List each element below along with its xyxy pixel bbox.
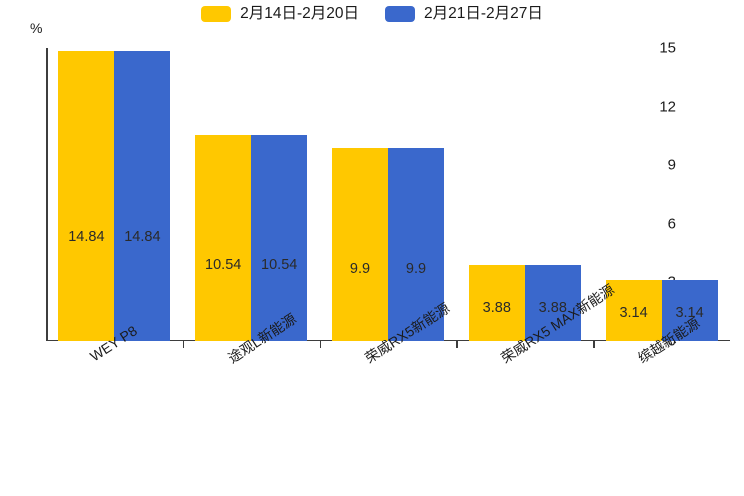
chart-legend: 2月14日-2月20日 2月21日-2月27日 [0, 6, 744, 22]
bar-value-label: 3.88 [538, 300, 567, 316]
bar-group: 3.88 3.88 [456, 265, 593, 341]
y-tick-label: 9 [667, 156, 676, 174]
y-tick-label: 12 [659, 98, 676, 116]
y-axis-line [46, 48, 48, 341]
bar-series-1[interactable]: 10.54 [195, 135, 252, 341]
bar-series-2[interactable]: 3.14 [661, 279, 718, 341]
bar-group: 10.54 10.54 [183, 135, 320, 341]
y-tick-label: 0 [667, 332, 676, 350]
bar-series-1[interactable]: 3.88 [468, 265, 525, 341]
bar-group: 9.9 9.9 [320, 147, 457, 341]
y-tick-label: 6 [667, 215, 676, 233]
legend-swatch-series-1 [201, 6, 232, 22]
bar-series-2[interactable]: 14.84 [114, 51, 171, 341]
bar-group: 3.14 3.14 [593, 279, 730, 341]
bar-value-label: 9.9 [349, 261, 371, 278]
x-axis-tick [319, 341, 322, 348]
bar-group: 14.84 14.84 [46, 51, 183, 341]
legend-item-series-1[interactable]: 2月14日-2月20日 [201, 6, 359, 22]
bar-series-1[interactable]: 9.9 [331, 147, 388, 341]
x-axis-tick [593, 341, 595, 348]
legend-label-series-1: 2月14日-2月20日 [240, 5, 359, 23]
bar-series-2[interactable]: 9.9 [387, 147, 444, 341]
bar-series-1[interactable]: 3.14 [605, 279, 662, 341]
legend-item-series-2[interactable]: 2月21日-2月27日 [385, 6, 543, 22]
bar-value-label: 14.84 [124, 229, 161, 246]
bar-value-label: 14.84 [68, 229, 105, 246]
bar-series-2[interactable]: 3.88 [524, 265, 581, 341]
y-axis-unit-label: % [30, 20, 43, 36]
x-axis-tick [456, 341, 458, 348]
bar-value-label: 9.9 [405, 261, 427, 278]
bar-series-2[interactable]: 10.54 [251, 135, 308, 341]
x-axis-tick [182, 341, 185, 348]
bar-value-label: 3.14 [619, 304, 648, 321]
bar-value-label: 3.88 [482, 300, 511, 316]
plot-area: 15129630 14.8414.8410.5410.549.99.93.883… [46, 40, 730, 350]
legend-label-series-2: 2月21日-2月27日 [424, 5, 543, 23]
y-tick-label: 15 [659, 39, 676, 57]
bar-value-label: 3.14 [675, 304, 704, 321]
bar-value-label: 10.54 [205, 257, 242, 274]
bar-series-1[interactable]: 14.84 [58, 51, 115, 341]
legend-swatch-series-2 [385, 6, 415, 22]
bar-value-label: 10.54 [261, 257, 298, 274]
